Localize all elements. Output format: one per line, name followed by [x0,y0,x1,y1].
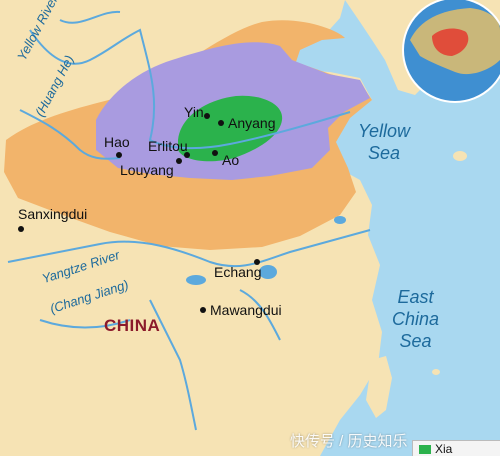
island [453,151,467,161]
site-dot-louyang [176,158,182,164]
site-dot-erlitou [184,152,190,158]
watermark: 快传号 / 历史知乐 [290,433,408,450]
site-dot-hao [116,152,122,158]
globe-rim [402,0,500,103]
sea-label-yellow-line2: Sea [368,143,401,163]
legend-swatch-xia [419,445,431,454]
green-region [178,95,283,162]
globe-china-highlight [432,28,469,56]
lake [186,275,206,285]
sea-label-east-china-line3: Sea [399,331,432,351]
sea-label-yellow-line1: Yellow [358,121,411,141]
lake [259,265,277,279]
tributary [149,299,197,431]
globe-inset [402,0,500,103]
sea-label-yellow: Yellow Sea [358,120,410,164]
legend-label-xia: Xia [435,442,453,456]
site-dot-mawangdui [200,307,206,313]
site-dot-ao [212,150,218,156]
site-label-ao: Ao [222,152,240,168]
tributary [39,319,131,329]
site-dot-yin [204,113,210,119]
site-label-erlitou: Erlitou [148,138,188,154]
site-dot-anyang [218,120,224,126]
site-label-echang: Echang [214,264,262,280]
site-dot-echang [254,259,260,265]
yellow-river-upper [19,109,121,160]
lake [334,216,346,224]
taiwan-island [366,356,392,418]
sea-label-east-china-line1: East [397,287,434,307]
site-label-mawangdui: Mawangdui [210,302,282,318]
sea-label-east-china: East China Sea [392,286,439,352]
yangtze-river [7,229,371,268]
tributary [239,289,281,341]
site-label-anyang: Anyang [228,115,276,131]
tributary [59,10,121,24]
site-label-sanxingdui: Sanxingdui [18,206,88,222]
river-system [7,10,371,431]
site-label-louyang: Louyang [120,162,174,178]
sea-label-east-china-line2: China [392,309,440,329]
legend: Xia [412,440,500,456]
site-label-hao: Hao [104,134,130,150]
island [432,369,440,375]
site-label-yin: Yin [184,104,204,120]
country-label: CHINA [104,316,161,335]
yellow-river [29,28,351,150]
site-dot-sanxingdui [18,226,24,232]
